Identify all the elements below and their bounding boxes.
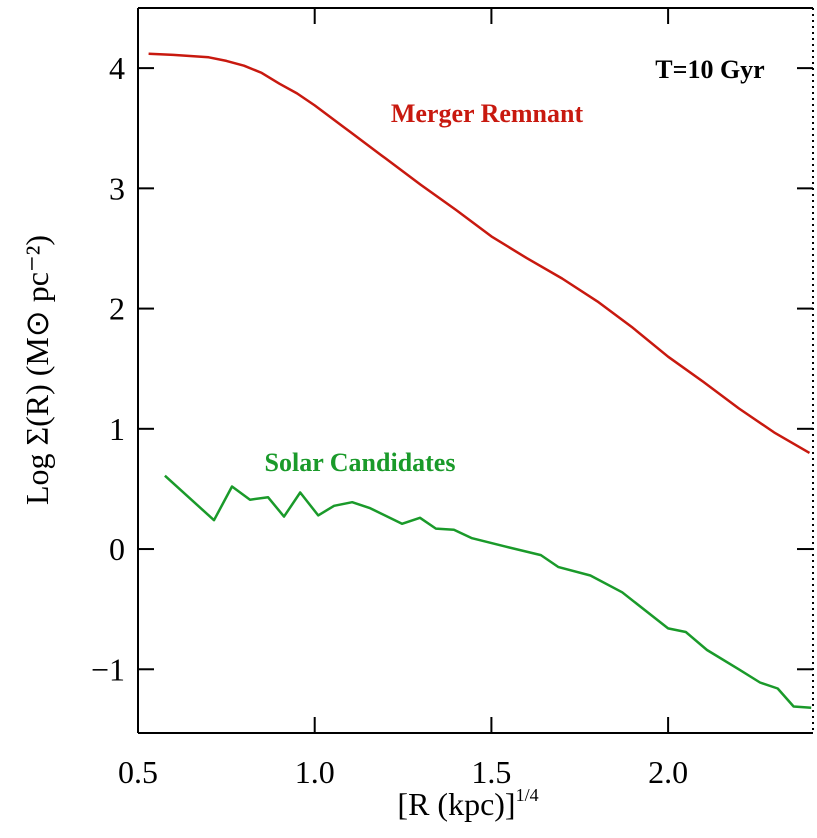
x-tick-label: 2.0 xyxy=(648,754,688,790)
annotation: Merger Remnant xyxy=(391,99,584,128)
y-tick-label: 0 xyxy=(109,531,125,567)
series-line xyxy=(164,474,812,710)
y-tick-label: 4 xyxy=(109,50,125,86)
annotation: Solar Candidates xyxy=(265,448,456,477)
annotation: T=10 Gyr xyxy=(655,55,764,84)
series-line xyxy=(148,52,811,454)
x-tick-label: 1.0 xyxy=(295,754,335,790)
x-axis-label: [R (kpc)]1/4 xyxy=(397,785,538,822)
y-tick-label: −1 xyxy=(91,651,125,687)
y-tick-label: 3 xyxy=(109,170,125,206)
x-label-exponent: 1/4 xyxy=(516,785,539,805)
x-label-text: [R (kpc)] xyxy=(397,786,515,822)
y-tick-label: 2 xyxy=(109,291,125,327)
x-tick-label: 1.5 xyxy=(471,754,511,790)
x-tick-label: 0.5 xyxy=(118,754,158,790)
y-tick-label: 1 xyxy=(109,411,125,447)
y-axis-label: Log Σ(R) (M⊙ pc⁻²) xyxy=(19,235,55,505)
